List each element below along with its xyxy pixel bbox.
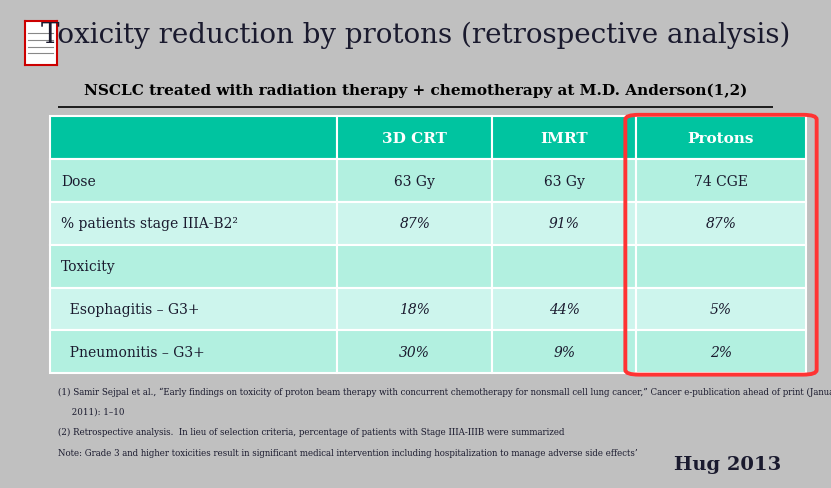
Text: (1) Samir Sejpal et al., “Early findings on toxicity of proton beam therapy with: (1) Samir Sejpal et al., “Early findings…	[58, 386, 831, 396]
Text: % patients stage IIIA-B2²: % patients stage IIIA-B2²	[61, 217, 238, 231]
Text: Toxicity reduction by protons (retrospective analysis): Toxicity reduction by protons (retrospec…	[41, 22, 790, 49]
Text: Pneumonitis – G3+: Pneumonitis – G3+	[61, 345, 205, 359]
Text: NSCLC treated with radiation therapy + chemotherapy at M.D. Anderson(1,2): NSCLC treated with radiation therapy + c…	[84, 84, 747, 98]
FancyBboxPatch shape	[337, 160, 492, 203]
FancyBboxPatch shape	[492, 245, 636, 288]
Text: 63 Gy: 63 Gy	[543, 174, 584, 188]
FancyBboxPatch shape	[492, 203, 636, 245]
Text: 5%: 5%	[710, 302, 732, 316]
Text: 2011): 1–10: 2011): 1–10	[58, 407, 125, 416]
FancyBboxPatch shape	[50, 160, 337, 203]
Text: Esophagitis – G3+: Esophagitis – G3+	[61, 302, 199, 316]
FancyBboxPatch shape	[337, 331, 492, 373]
Text: 30%: 30%	[399, 345, 430, 359]
FancyBboxPatch shape	[50, 117, 337, 160]
Text: 3D CRT: 3D CRT	[382, 131, 447, 145]
Text: Toxicity: Toxicity	[61, 260, 116, 274]
FancyBboxPatch shape	[636, 160, 806, 203]
FancyBboxPatch shape	[636, 117, 806, 160]
Text: (2) Retrospective analysis.  In lieu of selection criteria, percentage of patien: (2) Retrospective analysis. In lieu of s…	[58, 427, 565, 437]
FancyBboxPatch shape	[50, 331, 337, 373]
FancyBboxPatch shape	[492, 160, 636, 203]
FancyBboxPatch shape	[492, 117, 636, 160]
Text: Note: Grade 3 and higher toxicities result in significant medical intervention i: Note: Grade 3 and higher toxicities resu…	[58, 448, 638, 457]
Text: 63 Gy: 63 Gy	[394, 174, 435, 188]
FancyBboxPatch shape	[636, 331, 806, 373]
Text: 87%: 87%	[399, 217, 430, 231]
FancyBboxPatch shape	[636, 245, 806, 288]
FancyBboxPatch shape	[337, 288, 492, 331]
Text: 44%: 44%	[548, 302, 579, 316]
Text: 18%: 18%	[399, 302, 430, 316]
FancyBboxPatch shape	[337, 245, 492, 288]
FancyBboxPatch shape	[50, 245, 337, 288]
FancyBboxPatch shape	[492, 331, 636, 373]
FancyBboxPatch shape	[337, 117, 492, 160]
FancyBboxPatch shape	[636, 288, 806, 331]
Text: 91%: 91%	[548, 217, 579, 231]
Text: Hug 2013: Hug 2013	[674, 455, 781, 473]
Text: Dose: Dose	[61, 174, 96, 188]
Text: 87%: 87%	[706, 217, 736, 231]
Text: IMRT: IMRT	[540, 131, 588, 145]
FancyBboxPatch shape	[636, 203, 806, 245]
Text: 2%: 2%	[710, 345, 732, 359]
FancyBboxPatch shape	[492, 288, 636, 331]
FancyBboxPatch shape	[337, 203, 492, 245]
Text: Protons: Protons	[688, 131, 755, 145]
FancyBboxPatch shape	[50, 203, 337, 245]
FancyBboxPatch shape	[50, 288, 337, 331]
Text: 9%: 9%	[553, 345, 575, 359]
Text: 74 CGE: 74 CGE	[694, 174, 748, 188]
